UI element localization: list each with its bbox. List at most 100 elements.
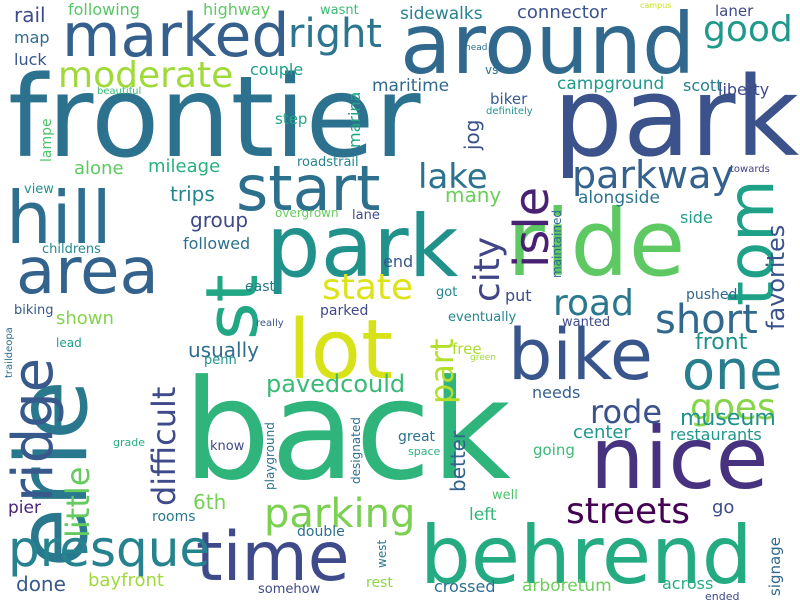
word-campus: campus (640, 1, 672, 10)
word-many: many (445, 183, 502, 207)
word-head: head (465, 43, 488, 53)
word-towards: towards (730, 164, 770, 175)
word-green: green (470, 353, 496, 363)
word-shown: shown (56, 308, 114, 329)
word-rooms: rooms (152, 509, 196, 525)
word-marked: marked (62, 1, 290, 71)
word-vs: vs (485, 63, 499, 77)
word-grade: grade (113, 436, 145, 449)
word-eventually: eventually (448, 310, 517, 325)
word-trips: trips (170, 182, 215, 206)
word-really: really (256, 318, 284, 329)
word-playground: playground (263, 422, 277, 490)
word-highway: highway (203, 0, 271, 19)
word-connector: connector (517, 2, 608, 23)
word-moderate: moderate (58, 55, 234, 96)
word-liberty: liberty (718, 80, 770, 99)
word-mileage: mileage (148, 156, 221, 177)
word-pushed: pushed (686, 287, 738, 303)
word-parkway: parkway (572, 153, 734, 197)
word-map: map (14, 28, 50, 47)
word-better: better (446, 430, 470, 492)
word-east: east (245, 279, 275, 295)
word-rest: rest (366, 575, 393, 591)
word-arboretum: arboretum (522, 576, 612, 596)
word-park-large: park (553, 53, 800, 181)
word-usually: usually (188, 338, 259, 362)
word-ridge: ridge (1, 357, 66, 502)
word-double: double (297, 524, 345, 540)
word-museum: museum (680, 406, 776, 431)
word-great: great (398, 429, 436, 445)
word-alongside: alongside (578, 188, 660, 208)
word-parking: parking (264, 491, 416, 537)
word-across: across (662, 574, 714, 593)
word-luck: luck (14, 50, 47, 69)
word-end: end (383, 252, 414, 271)
word-restaurants: restaurants (670, 425, 762, 444)
word-right: right (288, 11, 382, 57)
word-wasnt: wasnt (320, 3, 359, 18)
word-traildeopa: traildeopa (4, 327, 15, 378)
word-favorites: favorites (762, 224, 790, 330)
word-biking: biking (14, 303, 54, 318)
word-space: space (408, 445, 441, 458)
word-group: group (190, 208, 249, 232)
word-pavedcould: pavedcould (266, 370, 406, 398)
word-good: good (703, 9, 793, 50)
word-lead: lead (56, 336, 82, 350)
word-laner: laner (715, 2, 754, 20)
word-needs: needs (532, 383, 581, 402)
word-childrens: childrens (42, 242, 101, 257)
word-hill: hill (6, 176, 112, 260)
word-short: short (655, 297, 758, 343)
word-streets: streets (566, 491, 691, 532)
word-bike: bike (508, 314, 653, 396)
word-area: area (16, 235, 159, 309)
word-overgrown: overgrown (275, 206, 339, 220)
word-following: following (68, 0, 140, 19)
word-park: park (266, 197, 459, 297)
word-lane: lane (352, 208, 380, 223)
word-lampe: lampe (39, 118, 55, 162)
word-around: around (400, 0, 696, 93)
word-difficult: difficult (145, 386, 183, 506)
word-6th: 6th (193, 490, 227, 514)
word-couple: couple (250, 60, 304, 79)
word-put: put (505, 286, 532, 305)
word-scott: scott (683, 76, 723, 95)
word-followed: followed (183, 234, 251, 253)
word-left: left (469, 505, 497, 525)
word-little: little (59, 466, 97, 538)
word-somehow: somehow (258, 582, 321, 597)
word-wanted: wanted (562, 315, 611, 330)
word-ride: ride (507, 190, 686, 297)
word-time: time (196, 518, 350, 597)
word-view: view (24, 182, 54, 197)
word-frontier: frontier (8, 53, 421, 183)
word-jog: jog (460, 119, 484, 151)
word-presque: presque (8, 520, 211, 578)
word-ended: ended (705, 590, 740, 600)
word-lake: lake (418, 157, 488, 197)
word-west: west (375, 539, 389, 568)
word-go: go (712, 497, 735, 518)
word-parked: parked (320, 303, 369, 319)
word-isle: isle (504, 186, 560, 268)
word-bayfront: bayfront (88, 570, 164, 591)
word-going: going (533, 441, 575, 459)
word-rode: rode (590, 393, 663, 431)
word-signage: signage (766, 537, 784, 596)
word-behrend: behrend (420, 509, 753, 600)
word-got: got (436, 285, 458, 300)
word-side: side (680, 208, 713, 227)
word-step: step (275, 110, 308, 128)
word-center: center (573, 422, 631, 443)
word-crossed: crossed (434, 577, 496, 596)
word-designated: designated (349, 417, 363, 484)
word-road: road (553, 283, 634, 324)
word-beautiful: beautiful (97, 86, 142, 97)
word-state: state (322, 267, 414, 308)
word-definitely: definitely (486, 106, 533, 117)
